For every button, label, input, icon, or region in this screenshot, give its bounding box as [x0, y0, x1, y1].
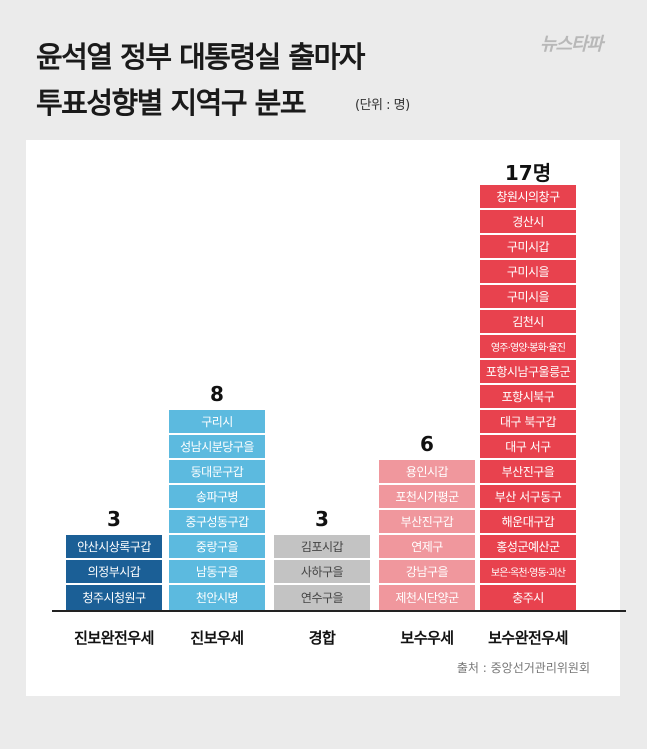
bar-segment: 송파구병	[169, 485, 265, 510]
source-note: 출처 : 중앙선거관리위원회	[456, 661, 590, 675]
x-tick-label: 보수우세	[400, 629, 454, 647]
bar-segment: 부산 서구동구	[480, 485, 576, 510]
x-tick-label: 진보완전우세	[74, 629, 154, 647]
chart-title-line1: 윤석열 정부 대통령실 출마자	[36, 40, 365, 74]
bar-segment: 연제구	[379, 535, 475, 560]
bar-segment: 동대문구갑	[169, 460, 265, 485]
bar-segment: 포항시남구울릉군	[480, 360, 576, 385]
bar-count-label: 3	[315, 507, 329, 531]
bar-segment: 제천시단양군	[379, 585, 475, 610]
bar-segment: 해운대구갑	[480, 510, 576, 535]
bar-segment: 대구 서구	[480, 435, 576, 460]
bar-segment: 의정부시갑	[66, 560, 162, 585]
bar-segment: 경산시	[480, 210, 576, 235]
bar-count-label: 3	[107, 507, 121, 531]
x-tick-label: 진보우세	[190, 629, 244, 647]
bar-segment: 중구성동구갑	[169, 510, 265, 535]
unit-label: (단위 : 명)	[355, 98, 410, 113]
bar-segment: 성남시분당구을	[169, 435, 265, 460]
bar-segment: 대구 북구갑	[480, 410, 576, 435]
bar-segment: 강남구을	[379, 560, 475, 585]
bar-count-label: 17명	[504, 161, 552, 185]
bar-segment: 구미시을	[480, 260, 576, 285]
bar-segment: 청주시청원구	[66, 585, 162, 610]
bar-segment: 남동구을	[169, 560, 265, 585]
bar-segment: 구미시갑	[480, 235, 576, 260]
bar-segment: 사하구을	[274, 560, 370, 585]
bar-segment: 천안시병	[169, 585, 265, 610]
bar-segment: 부산진구갑	[379, 510, 475, 535]
bar-segment: 안산시상록구갑	[66, 535, 162, 560]
newstapa-logo: 뉴스타파	[540, 34, 603, 55]
bar-segment: 구리시	[169, 410, 265, 435]
bar-segment: 창원시의창구	[480, 185, 576, 210]
bar-segment: 보은·옥천·영동·괴산	[480, 560, 576, 585]
bar-segment: 영주·영양·봉화·울진	[480, 335, 576, 360]
bar-segment: 김포시갑	[274, 535, 370, 560]
bar-segment: 부산진구을	[480, 460, 576, 485]
bar-segment: 중랑구을	[169, 535, 265, 560]
bar-segment: 포천시가평군	[379, 485, 475, 510]
bar-segment: 김천시	[480, 310, 576, 335]
chart-title-line2: 투표성향별 지역구 분포	[36, 86, 307, 120]
bar-segment: 구미시을	[480, 285, 576, 310]
x-tick-label: 보수완전우세	[488, 629, 568, 647]
bar-segment: 용인시갑	[379, 460, 475, 485]
bar-segment: 홍성군예산군	[480, 535, 576, 560]
bar-count-label: 6	[420, 432, 434, 456]
x-tick-label: 경합	[308, 629, 336, 647]
x-axis-line	[52, 610, 626, 612]
bar-segment: 포항시북구	[480, 385, 576, 410]
bar-segment: 충주시	[480, 585, 576, 610]
bar-count-label: 8	[210, 382, 224, 406]
bar-segment: 연수구을	[274, 585, 370, 610]
chart-panel: 안산시상록구갑 의정부시갑 청주시청원구 3 진보완전우세 구리시 성남시분당구을 동대문구갑…	[26, 140, 626, 696]
